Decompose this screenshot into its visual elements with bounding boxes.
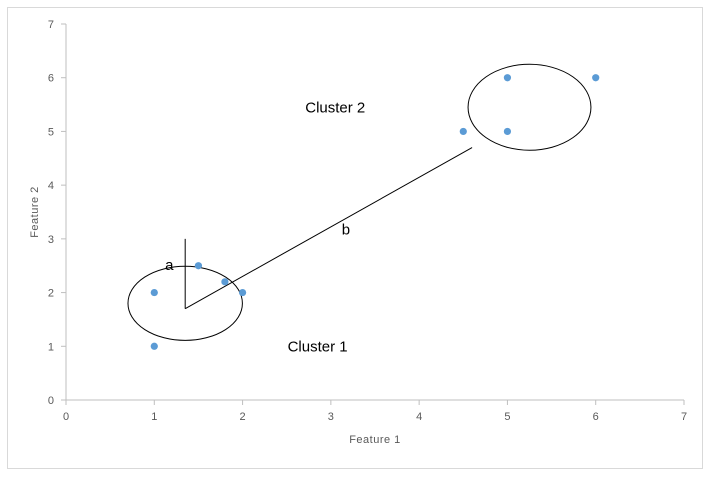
x-tick-label: 7 [681,411,687,423]
y-axis-title: Feature 2 [29,186,41,238]
data-point-cluster2 [592,74,600,82]
data-point-cluster2 [503,127,512,136]
data-points [150,74,600,350]
cluster2-label: Cluster 2 [305,100,365,117]
x-tick-label: 6 [593,411,599,423]
x-tick-label: 0 [63,411,69,423]
y-tick-label: 4 [48,180,54,192]
y-tick-label: 6 [48,73,54,85]
chart-frame [7,7,703,469]
y-tick-label: 1 [48,341,54,353]
cluster2-circle [467,63,592,151]
y-tick-label: 0 [48,395,54,407]
data-point-cluster1 [150,342,158,350]
y-tick-label: 3 [48,234,54,246]
cluster-shapes [127,63,592,341]
data-point-cluster1 [194,262,203,270]
x-tick-label: 2 [240,411,246,423]
x-tick-label: 5 [504,411,510,423]
x-tick-label: 1 [151,411,157,423]
y-tick-label: 7 [48,19,54,31]
data-point-cluster1 [150,288,158,297]
distance-line-b [184,147,473,310]
data-point-cluster2 [503,74,512,82]
radius-label-a: a [165,257,174,274]
cluster1-label: Cluster 1 [288,339,348,356]
axes: 0 1 2 3 4 5 6 7 0 1 2 3 4 5 6 7 Feature 1 Feature 2 [29,19,687,446]
y-tick-label: 5 [48,126,54,138]
data-point-cluster1 [238,288,247,297]
annotation-labels: Cluster 2 Cluster 1 a b [165,100,365,356]
x-tick-label: 3 [328,411,334,423]
x-tick-label: 4 [416,411,422,423]
distance-label-b: b [342,222,350,239]
y-tick-label: 2 [48,288,54,300]
data-point-cluster2 [459,127,467,136]
data-point-cluster1 [221,278,229,286]
x-axis-title: Feature 1 [349,434,401,446]
